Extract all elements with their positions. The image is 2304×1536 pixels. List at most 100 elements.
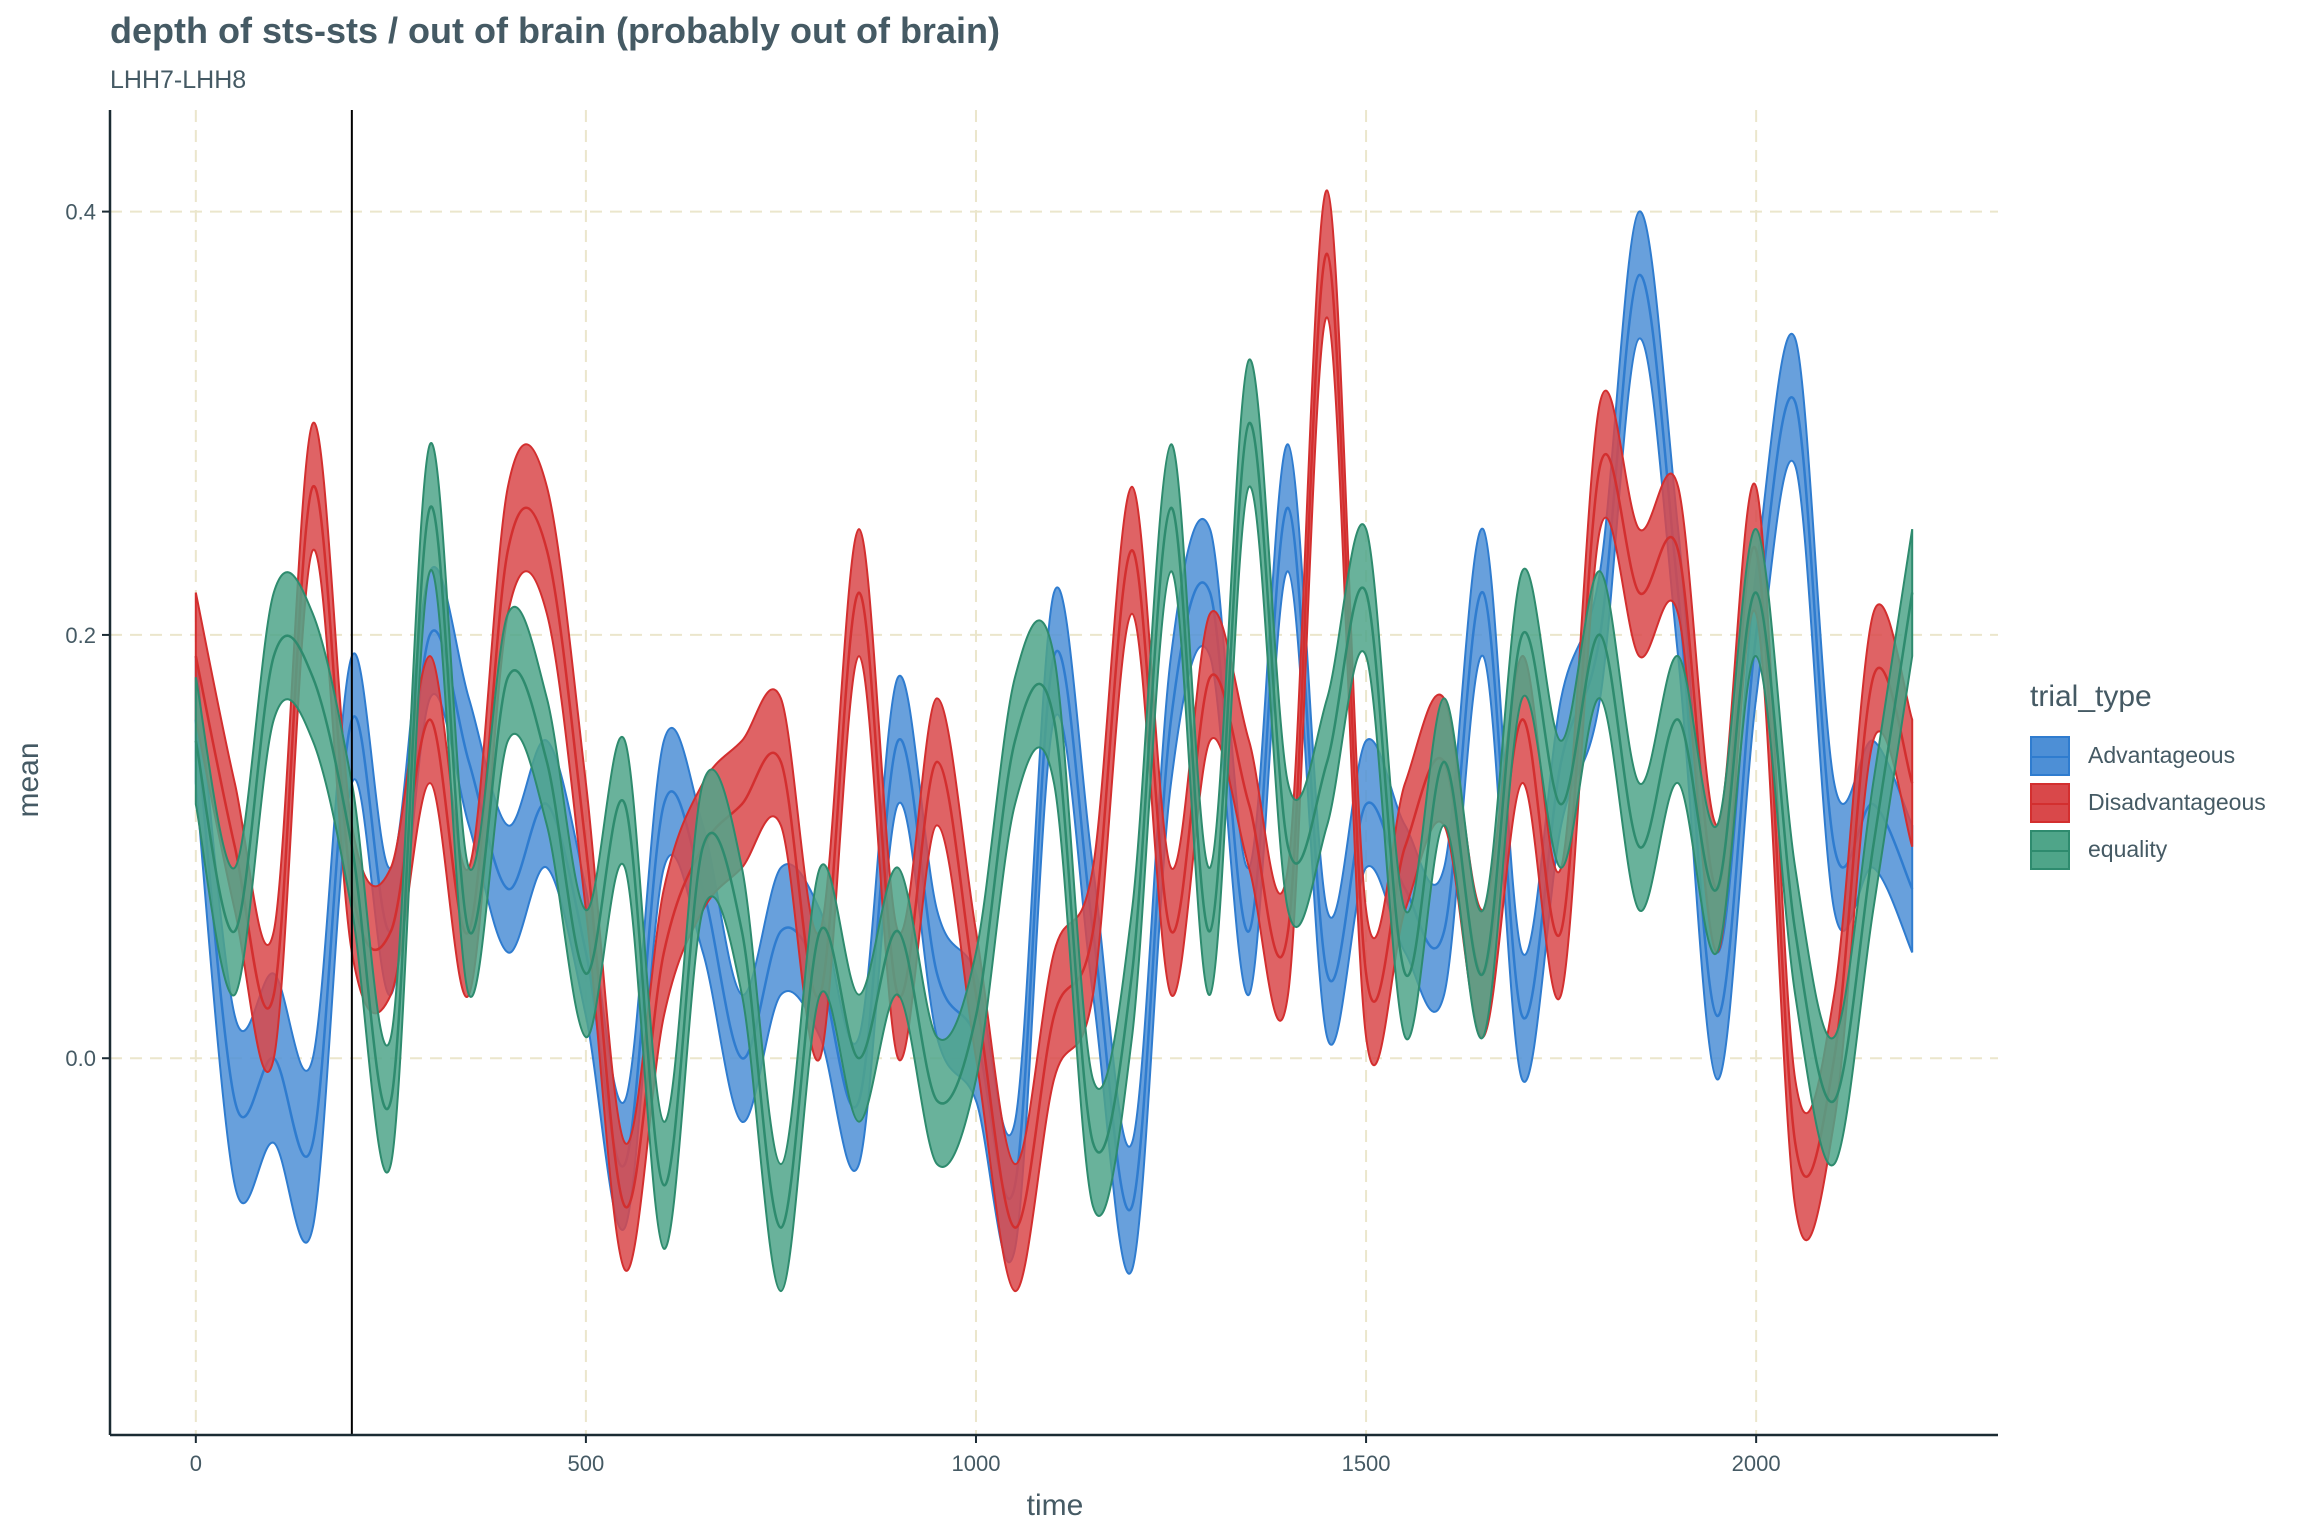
point-equality-34 [1521, 634, 1523, 636]
point-disadvantageous-5 [390, 930, 392, 933]
point-advantageous-24 [1131, 1205, 1133, 1208]
legend-item-equality: equality [2030, 826, 2266, 873]
legend-title: trial_type [2030, 680, 2152, 713]
point-equality-38 [1677, 718, 1679, 721]
point-advantageous-12 [663, 803, 665, 806]
point-disadvantageous-29 [1326, 253, 1328, 255]
point-disadvantageous-17 [858, 591, 860, 594]
point-advantageous-32 [1443, 930, 1445, 933]
point-equality-36 [1599, 634, 1601, 636]
point-disadvantageous-21 [1014, 1226, 1016, 1229]
point-equality-43 [1872, 845, 1874, 848]
series-equality [194, 358, 1914, 1293]
point-advantageous-42 [1833, 845, 1835, 848]
point-advantageous-34 [1521, 1015, 1523, 1017]
point-advantageous-25 [1170, 718, 1172, 721]
point-equality-30 [1365, 591, 1367, 594]
point-equality-2 [273, 655, 275, 657]
point-advantageous-29 [1326, 972, 1328, 975]
point-disadvantageous-30 [1365, 972, 1367, 975]
point-disadvantageous-3 [312, 485, 314, 488]
point-disadvantageous-1 [234, 845, 236, 848]
point-equality-31 [1404, 972, 1406, 975]
x-tick-label-0: 0 [190, 1451, 202, 1476]
point-equality-11 [624, 803, 626, 806]
axes: 0 500 1000 1500 2000 0.0 0.2 0.4 [65, 110, 1998, 1476]
point-advantageous-44 [1911, 888, 1913, 890]
x-tick-label-1: 500 [568, 1451, 605, 1476]
legend-label-disadvantageous: Disadvantageous [2088, 789, 2266, 815]
legend-label-advantageous: Advantageous [2088, 742, 2236, 768]
point-disadvantageous-6 [429, 718, 431, 721]
point-equality-41 [1794, 930, 1796, 933]
point-disadvantageous-19 [936, 761, 938, 763]
point-equality-28 [1287, 845, 1289, 848]
point-equality-0 [195, 739, 197, 742]
point-equality-5 [390, 1099, 392, 1102]
point-equality-29 [1326, 761, 1328, 763]
series-layer [194, 189, 1914, 1293]
point-advantageous-37 [1638, 274, 1640, 276]
point-disadvantageous-23 [1092, 930, 1094, 933]
legend: trial_type Advantageous Disadvantageous eq… [2030, 680, 2266, 873]
y-tick-label-2: 0.4 [65, 200, 96, 225]
point-equality-1 [234, 930, 236, 933]
point-equality-24 [1131, 972, 1133, 975]
point-advantageous-3 [312, 1142, 314, 1144]
point-equality-35 [1560, 803, 1562, 806]
y-axis-title: mean [12, 742, 45, 817]
point-equality-13 [702, 845, 704, 848]
point-disadvantageous-44 [1911, 782, 1913, 784]
point-disadvantageous-25 [1170, 930, 1172, 933]
legend-items: Advantageous Disadvantageous equality [2030, 732, 2266, 873]
point-disadvantageous-14 [741, 803, 743, 806]
point-advantageous-33 [1482, 591, 1484, 594]
legend-key-disadvantageous [2030, 782, 2070, 823]
ribbon-equality [194, 358, 1914, 1293]
point-equality-26 [1209, 930, 1211, 933]
point-disadvantageous-31 [1404, 845, 1406, 848]
point-advantageous-6 [429, 634, 431, 636]
point-equality-19 [936, 1099, 938, 1102]
point-equality-7 [468, 930, 470, 933]
point-equality-3 [312, 676, 314, 679]
point-equality-15 [780, 1226, 782, 1229]
point-equality-25 [1170, 507, 1172, 509]
point-equality-37 [1638, 845, 1640, 848]
point-equality-27 [1248, 422, 1250, 425]
legend-key-equality [2030, 829, 2070, 870]
point-equality-33 [1482, 972, 1484, 975]
point-equality-32 [1443, 761, 1445, 763]
point-disadvantageous-41 [1794, 1142, 1796, 1144]
point-disadvantageous-34 [1521, 718, 1523, 721]
point-equality-8 [507, 676, 509, 679]
point-disadvantageous-28 [1287, 930, 1289, 933]
point-advantageous-15 [780, 930, 782, 933]
chart-title: depth of sts-sts / out of brain (probabl… [110, 10, 1000, 51]
point-equality-10 [585, 972, 587, 975]
point-disadvantageous-22 [1053, 1015, 1055, 1017]
point-disadvantageous-11 [624, 1205, 626, 1208]
point-advantageous-39 [1716, 1015, 1718, 1017]
point-advantageous-18 [897, 739, 899, 742]
point-equality-9 [546, 761, 548, 763]
point-disadvantageous-37 [1638, 591, 1640, 594]
point-disadvantageous-0 [195, 655, 197, 657]
point-equality-42 [1833, 1099, 1835, 1102]
chart-subtitle: LHH7-LHH8 [110, 66, 247, 94]
legend-key-advantageous [2030, 735, 2070, 776]
point-equality-39 [1716, 888, 1718, 890]
point-disadvantageous-24 [1131, 549, 1133, 552]
point-equality-16 [819, 930, 821, 933]
point-disadvantageous-36 [1599, 464, 1601, 467]
point-disadvantageous-27 [1248, 803, 1250, 806]
point-disadvantageous-8 [507, 549, 509, 552]
point-disadvantageous-15 [780, 761, 782, 763]
point-advantageous-14 [741, 1057, 743, 1060]
point-equality-22 [1053, 718, 1055, 721]
point-equality-21 [1014, 739, 1016, 742]
legend-label-equality: equality [2088, 836, 2168, 862]
point-equality-6 [429, 507, 431, 509]
point-disadvantageous-9 [546, 549, 548, 552]
point-equality-40 [1755, 591, 1757, 594]
